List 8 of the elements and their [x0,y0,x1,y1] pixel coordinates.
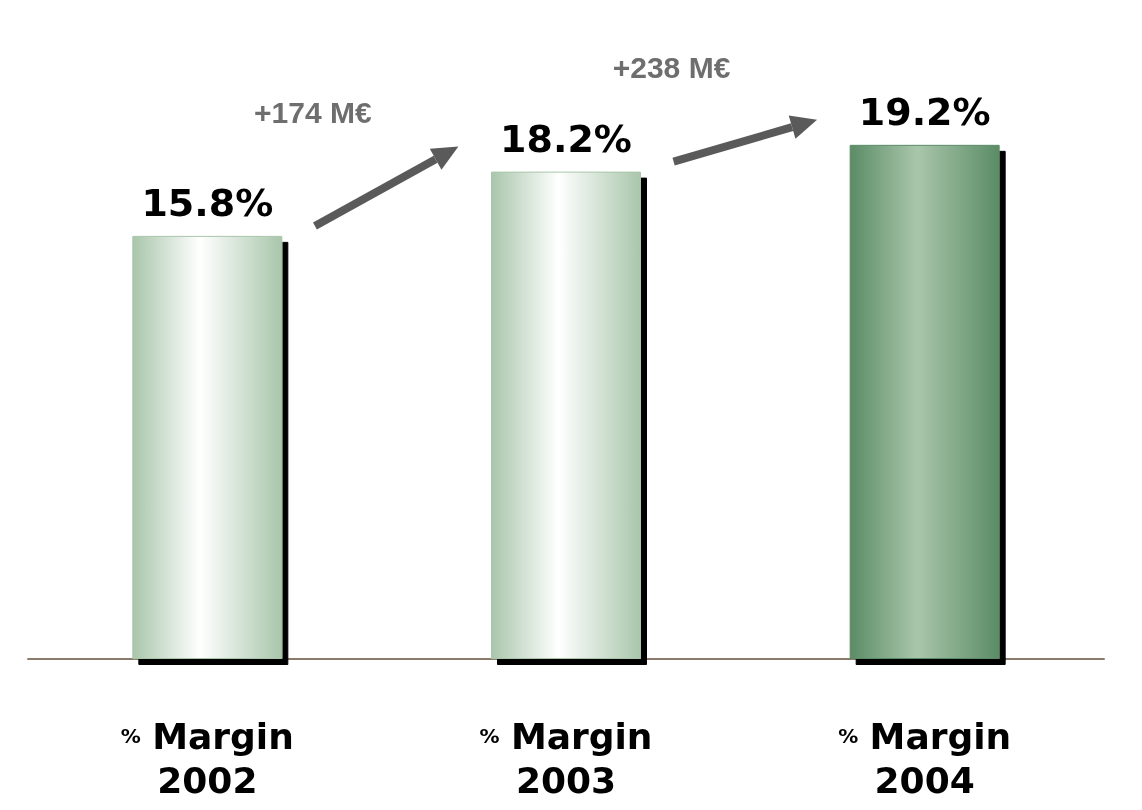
text: +238 M€ [611,50,731,85]
x-tick-label: % Margin 2003 [479,715,653,801]
data-label: 19.2% [858,89,991,134]
data-label: 15.8% [141,180,274,225]
x-tick-label: % Margin 2002 [120,715,294,801]
text: +174 M€ [253,96,372,131]
x-tick-label: % Margin 2004 [838,715,1012,801]
data-label: 18.2% [500,116,632,161]
